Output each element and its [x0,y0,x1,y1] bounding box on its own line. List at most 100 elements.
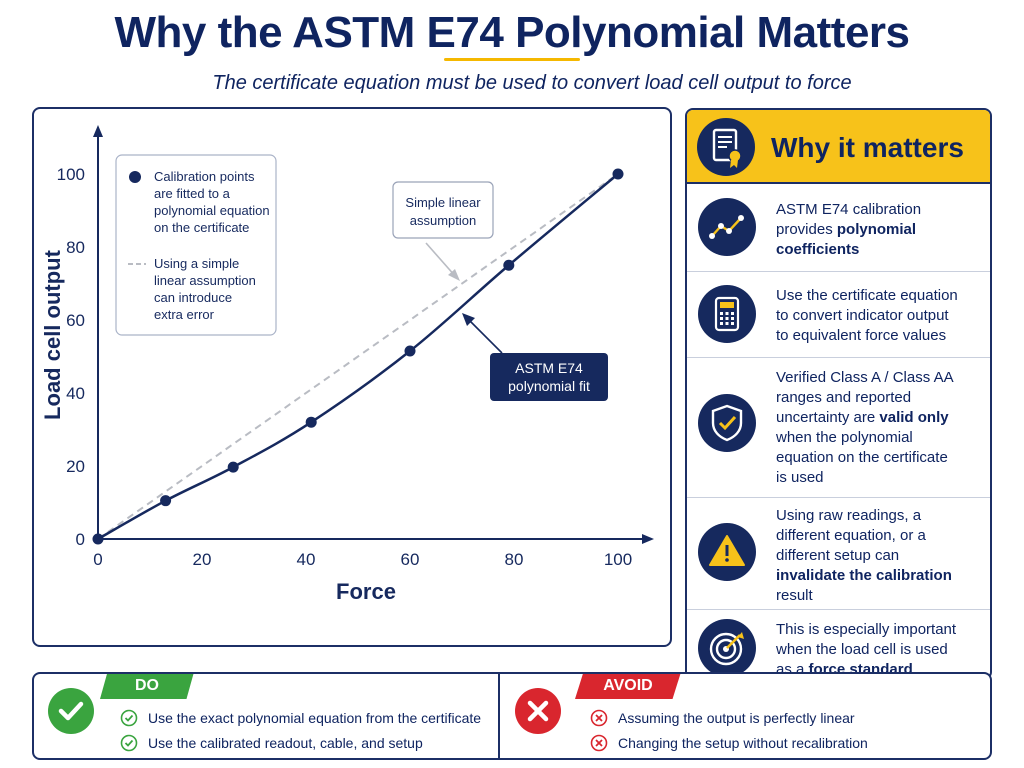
do-item-text: Use the exact polynomial equation from t… [148,710,482,726]
side-header: Why it matters [687,110,990,184]
side-row-invalidate: Using raw readings, a different equation,… [687,498,990,610]
side-row-text: This is especially important when the loa… [776,620,982,678]
row-text-span: ASTM E74 calibration [776,201,922,218]
row-text-span: ranges and reported [776,389,912,406]
text-line: are fitted to a [154,186,231,201]
y-tick-label: 0 [76,530,85,549]
side-title: Why it matters [771,132,964,163]
row-line: coefficients [776,240,982,260]
side-row-text: Using raw readings, a different equation,… [776,506,982,606]
poly-callout-arrow [467,318,503,354]
series-layer [92,168,624,545]
x-tick-label: 100 [604,550,632,569]
row-emphasis: coefficients [776,241,860,258]
check-icon [48,688,94,734]
series-line-linear [97,173,619,540]
legend-box [115,154,277,336]
row-text-span: This is especially important [776,621,957,638]
row-line: This is especially important [776,620,982,640]
page-title: Why the ASTM E74 Polynomial Matters [114,8,910,57]
y-tick-label: 60 [66,311,85,330]
text-line: polynomial fit [508,378,590,394]
text-line: linear assumption [154,273,256,288]
trend-line-icon [698,198,756,256]
row-line: uncertainty are valid only [776,408,982,428]
y-axis-arrow-icon [93,125,103,137]
title-underline [444,58,580,61]
row-text-span: uncertainty are [776,409,880,426]
page-subtitle: The certificate equation must be used to… [212,72,852,94]
side-row-equation: Use the certificate equation to convert i… [687,272,990,358]
text-line: extra error [154,307,215,322]
y-tick-label: 20 [66,457,85,476]
x-tick-label: 20 [193,550,212,569]
linear-callout-arrow [425,242,457,278]
text-line: assumption [410,213,476,228]
side-row-coefficients: ASTM E74 calibration provides polynomial c… [687,186,990,272]
legend-dash-text: Using a simple linear assumption can intro… [154,256,256,322]
text-line: Calibration points [154,169,255,184]
side-row-valid-only: Verified Class A / Class AA ranges and re… [687,358,990,498]
x-axis-label: Force [336,579,396,604]
do-item-text: Use the calibrated readout, cable, and s… [148,735,423,751]
do-tag: DO [100,674,194,699]
calibration-point [612,168,624,180]
certificate-icon [697,118,755,176]
row-text-span: is used [776,469,824,486]
x-tick-labels: 0 20 40 60 80 100 [93,550,632,569]
linear-annotation: Simple linear assumption [392,181,494,281]
chart-panel: 0 20 40 60 80 100 0 20 40 60 80 100 Force Load cel… [32,107,672,647]
avoid-item-text: Assuming the output is perfectly linear [618,710,855,726]
text-line: can introduce [154,290,232,305]
poly-callout-box [490,353,608,401]
do-avoid-bar: DO Use the exact polynomial equation fro… [32,672,992,760]
x-axis-arrow-icon [642,534,654,544]
side-row-force-standard: This is especially important when the loa… [687,610,990,678]
row-line: ASTM E74 calibration [776,200,982,220]
row-line: different equation, or a [776,526,982,546]
text-line: Simple linear [405,195,481,210]
row-text-span: when the load cell is used [776,641,948,658]
row-text-span: equation on the certificate [776,449,948,466]
poly-callout-text: ASTM E74 polynomial fit [508,360,590,394]
text-line: Using a simple [154,256,239,271]
row-line: different setup can [776,546,982,566]
text-line: polynomial equation [154,203,270,218]
small-check-icon [120,734,138,752]
calibration-point [404,345,416,357]
why-it-matters-panel: Why it matters ASTM E74 calibration provi… [685,108,992,680]
linear-callout-arrowhead-icon [448,269,460,281]
legend-point-marker [129,171,141,183]
linear-callout-text: Simple linear assumption [405,195,481,228]
row-line: when the polynomial [776,428,982,448]
row-text-span: result [776,587,813,604]
avoid-item-text: Changing the setup without recalibration [618,735,868,751]
avoid-tag: AVOID [575,674,681,699]
row-line: result [776,586,982,606]
legend-points-text: Calibration points are fitted to a polynom… [154,169,270,235]
text-line: ASTM E74 [515,360,583,376]
small-check-icon [120,709,138,727]
calibration-point [305,416,317,428]
row-line: provides polynomial [776,220,982,240]
x-tick-label: 60 [401,550,420,569]
small-cross-icon [590,734,608,752]
y-axis-label: Load cell output [40,249,65,420]
row-line: invalidate the calibration [776,566,982,586]
chart-legend: Calibration points are fitted to a polynom… [115,154,277,336]
row-text-span: provides [776,221,837,238]
y-tick-label: 80 [66,238,85,257]
row-line: to equivalent force values [776,326,982,346]
y-tick-label: 100 [57,165,85,184]
x-tick-label: 40 [297,550,316,569]
row-text-span: Use the certificate equation [776,287,958,304]
row-line: to convert indicator output [776,306,982,326]
x-tick-label: 0 [93,550,102,569]
y-tick-labels: 0 20 40 60 80 100 [57,165,85,549]
calculator-icon [698,285,756,343]
row-line: is used [776,468,982,488]
poly-annotation: ASTM E74 polynomial fit [462,313,608,401]
row-text-span: different equation, or a [776,527,926,544]
calibration-point [503,259,515,271]
side-row-text: ASTM E74 calibration provides polynomial c… [776,200,982,260]
